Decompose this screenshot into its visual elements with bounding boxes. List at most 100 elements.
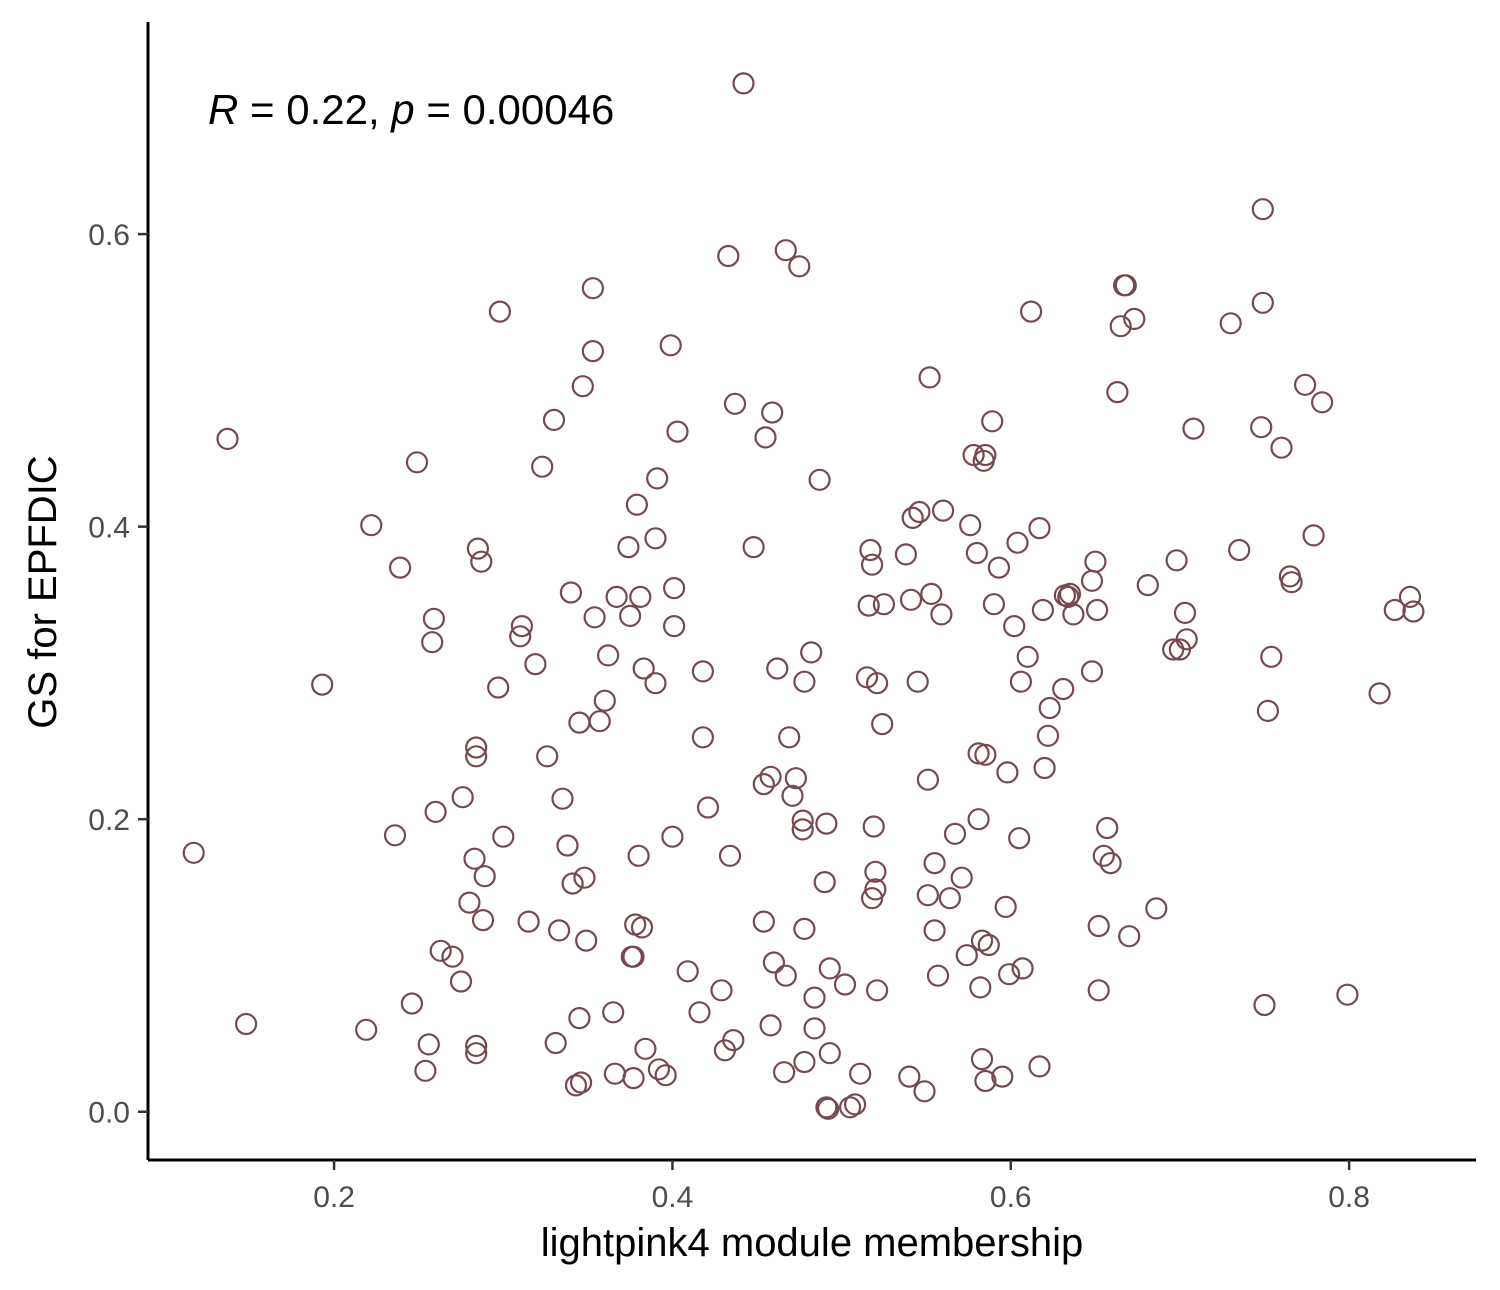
data-point xyxy=(618,604,642,628)
p-value: = 0.00046 xyxy=(415,86,615,133)
data-point xyxy=(1253,993,1276,1017)
data-point xyxy=(923,851,946,875)
data-point xyxy=(959,514,982,537)
data-point xyxy=(1112,274,1136,297)
data-point xyxy=(1038,696,1061,720)
data-point xyxy=(774,964,797,987)
data-point xyxy=(1080,569,1104,592)
data-point xyxy=(742,535,765,559)
data-point xyxy=(1019,300,1043,323)
data-point xyxy=(1293,373,1317,396)
data-point xyxy=(761,401,784,424)
data-point xyxy=(1028,1055,1051,1078)
data-point xyxy=(424,800,447,824)
data-point xyxy=(899,588,923,611)
data-point xyxy=(815,1096,838,1119)
data-point xyxy=(509,625,532,648)
data-point xyxy=(662,614,686,638)
data-point xyxy=(864,878,887,901)
data-point xyxy=(816,1097,840,1120)
data-point xyxy=(644,527,667,550)
data-point xyxy=(864,860,887,883)
data-point xyxy=(754,426,777,449)
data-point xyxy=(894,543,918,566)
data-point xyxy=(1123,307,1146,330)
data-point xyxy=(752,910,775,933)
data-point xyxy=(849,1062,872,1085)
data-point xyxy=(629,585,652,609)
p-symbol: p xyxy=(389,86,414,133)
data-point xyxy=(662,576,686,600)
data-point xyxy=(930,603,953,626)
data-point xyxy=(898,1065,921,1088)
data-point xyxy=(818,1042,841,1065)
data-point xyxy=(542,408,566,431)
data-point xyxy=(970,1047,994,1071)
data-point xyxy=(646,467,669,490)
data-point xyxy=(1031,598,1055,622)
data-point xyxy=(463,847,486,870)
data-point xyxy=(916,884,940,907)
data-point xyxy=(666,420,689,443)
data-point xyxy=(762,951,786,974)
data-point xyxy=(931,499,955,522)
data-point xyxy=(833,973,857,996)
data-point xyxy=(1173,601,1197,625)
data-point xyxy=(913,1080,936,1103)
data-point xyxy=(788,255,811,278)
data-point xyxy=(647,1058,671,1081)
data-point xyxy=(906,670,929,693)
data-point xyxy=(551,787,574,810)
data-point xyxy=(360,514,383,537)
data-point xyxy=(531,455,554,478)
data-point xyxy=(1302,524,1325,547)
data-point xyxy=(997,963,1021,986)
data-point xyxy=(451,786,474,809)
data-point xyxy=(659,334,682,357)
data-point xyxy=(859,538,882,562)
data-point xyxy=(471,908,495,932)
data-point xyxy=(400,992,423,1015)
data-point xyxy=(654,1064,677,1087)
data-point xyxy=(571,375,594,398)
data-point xyxy=(1256,699,1280,723)
data-point xyxy=(784,767,808,790)
data-point xyxy=(417,1033,440,1056)
data-point xyxy=(872,593,896,616)
data-point xyxy=(1008,827,1031,850)
data-point xyxy=(1136,573,1159,597)
y-tick-label: 0.6 xyxy=(88,219,130,252)
data-point xyxy=(1033,756,1056,780)
data-point xyxy=(1260,645,1283,668)
data-point xyxy=(813,870,836,894)
data-point xyxy=(441,945,464,968)
data-point xyxy=(793,917,816,941)
data-point xyxy=(1052,677,1075,701)
correlation-annotation: R = 0.22, p = 0.00046 xyxy=(208,86,614,133)
scatter-points xyxy=(182,72,1425,1120)
data-point xyxy=(632,657,655,680)
data-point xyxy=(1106,381,1129,404)
data-point xyxy=(625,493,649,516)
data-point xyxy=(871,712,894,736)
data-point xyxy=(857,594,880,617)
data-point xyxy=(1118,925,1141,948)
data-point xyxy=(1099,851,1122,875)
data-point xyxy=(1080,660,1104,683)
data-point xyxy=(901,506,924,530)
data-point xyxy=(955,944,978,967)
data-point xyxy=(422,607,445,630)
data-point xyxy=(860,553,884,576)
data-point xyxy=(987,556,1011,579)
data-point xyxy=(969,976,992,999)
data-point xyxy=(661,825,684,848)
data-point xyxy=(1402,600,1425,623)
data-point xyxy=(465,1034,488,1058)
data-point xyxy=(752,772,775,796)
x-axis-ticks: 0.2 0.4 0.6 0.8 xyxy=(313,1160,1370,1214)
data-point xyxy=(1280,571,1303,594)
data-point xyxy=(421,631,444,654)
data-point xyxy=(389,556,412,579)
data-point xyxy=(235,1012,258,1036)
